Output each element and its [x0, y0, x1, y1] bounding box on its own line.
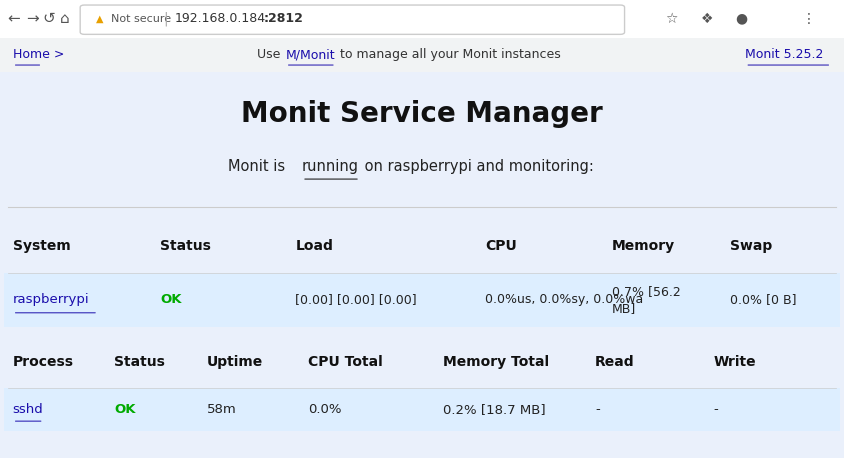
- Text: Monit is: Monit is: [228, 159, 289, 174]
- Text: ▲: ▲: [96, 14, 103, 24]
- FancyBboxPatch shape: [4, 388, 840, 431]
- Text: on raspberrypi and monitoring:: on raspberrypi and monitoring:: [360, 159, 594, 174]
- Text: ⋮: ⋮: [802, 12, 815, 26]
- Text: 0.0% [0 B]: 0.0% [0 B]: [730, 294, 797, 306]
- Text: sshd: sshd: [13, 403, 43, 416]
- Text: M/Monit: M/Monit: [285, 49, 335, 61]
- Text: to manage all your Monit instances: to manage all your Monit instances: [336, 49, 560, 61]
- Text: 192.168.0.184: 192.168.0.184: [175, 12, 266, 25]
- Text: :2812: :2812: [263, 12, 303, 25]
- FancyBboxPatch shape: [0, 38, 844, 72]
- Text: Memory: Memory: [612, 240, 675, 253]
- Text: CPU: CPU: [485, 240, 517, 253]
- Text: 0.0%us, 0.0%sy, 0.0%wa: 0.0%us, 0.0%sy, 0.0%wa: [485, 294, 643, 306]
- Text: Not secure: Not secure: [111, 14, 171, 24]
- Text: |: |: [163, 11, 168, 26]
- Text: ←: ←: [7, 11, 20, 26]
- Text: OK: OK: [114, 403, 135, 416]
- Text: Status: Status: [114, 355, 165, 369]
- Text: Use: Use: [257, 49, 284, 61]
- Text: CPU Total: CPU Total: [308, 355, 383, 369]
- Text: Monit 5.25.2: Monit 5.25.2: [745, 49, 824, 61]
- Text: running: running: [302, 159, 359, 174]
- Text: ⌂: ⌂: [60, 11, 70, 26]
- Text: ❖: ❖: [701, 12, 713, 26]
- Text: Load: Load: [295, 240, 333, 253]
- Text: ☆: ☆: [665, 12, 677, 26]
- Text: 58m: 58m: [207, 403, 236, 416]
- Text: Read: Read: [595, 355, 635, 369]
- Text: 0.2% [18.7 MB]: 0.2% [18.7 MB]: [443, 403, 546, 416]
- Text: →: →: [25, 11, 39, 26]
- Text: Process: Process: [13, 355, 73, 369]
- Text: Write: Write: [713, 355, 756, 369]
- FancyBboxPatch shape: [0, 72, 844, 458]
- Text: Uptime: Uptime: [207, 355, 263, 369]
- Text: OK: OK: [160, 294, 181, 306]
- Text: 0.7% [56.2
MB]: 0.7% [56.2 MB]: [612, 285, 680, 315]
- Text: -: -: [713, 403, 718, 416]
- Text: Swap: Swap: [730, 240, 772, 253]
- FancyBboxPatch shape: [80, 5, 625, 34]
- Text: System: System: [13, 240, 70, 253]
- Text: Monit Service Manager: Monit Service Manager: [241, 99, 603, 128]
- FancyBboxPatch shape: [0, 0, 844, 38]
- FancyBboxPatch shape: [4, 273, 840, 327]
- Text: raspberrypi: raspberrypi: [13, 294, 89, 306]
- Text: [0.00] [0.00] [0.00]: [0.00] [0.00] [0.00]: [295, 294, 417, 306]
- Text: Memory Total: Memory Total: [443, 355, 549, 369]
- Text: Home >: Home >: [13, 49, 64, 61]
- Text: -: -: [595, 403, 600, 416]
- Text: ↺: ↺: [42, 11, 56, 26]
- Text: Status: Status: [160, 240, 211, 253]
- Text: 0.0%: 0.0%: [308, 403, 342, 416]
- Text: ●: ●: [735, 12, 747, 26]
